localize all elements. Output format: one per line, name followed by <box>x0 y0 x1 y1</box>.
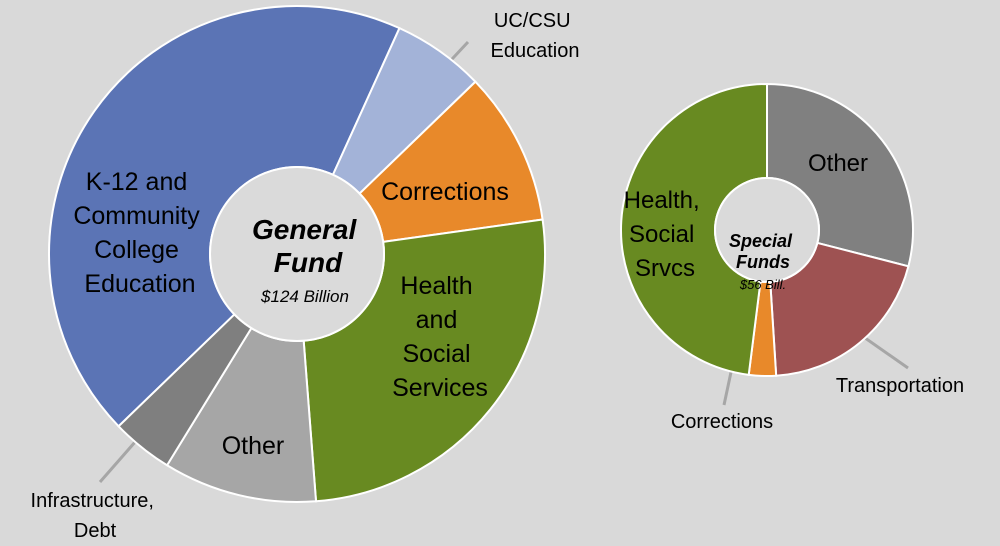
center-title: General Fund <box>252 214 364 278</box>
center-title: Special Funds <box>729 231 797 272</box>
slice-label: Corrections <box>671 411 773 433</box>
slice-label: Corrections <box>381 178 509 206</box>
slice-label: Transportation <box>836 375 964 397</box>
slice-label: UC/CSU Education <box>491 10 580 62</box>
donut-hole <box>209 166 385 342</box>
slice-label: K-12 and Community College Education <box>73 168 206 298</box>
slice-label: Other <box>808 150 868 177</box>
slice-label: Health and Social Services <box>392 272 488 402</box>
slice-label: Health, Social Srvcs <box>624 187 707 282</box>
donut-hole <box>714 177 820 283</box>
slice-label: Other <box>222 432 285 460</box>
center-subtitle: $124 Billion <box>260 287 349 306</box>
center-subtitle: $56 Bill. <box>739 277 786 292</box>
slice-label: Infrastructure, Debt <box>31 490 160 542</box>
